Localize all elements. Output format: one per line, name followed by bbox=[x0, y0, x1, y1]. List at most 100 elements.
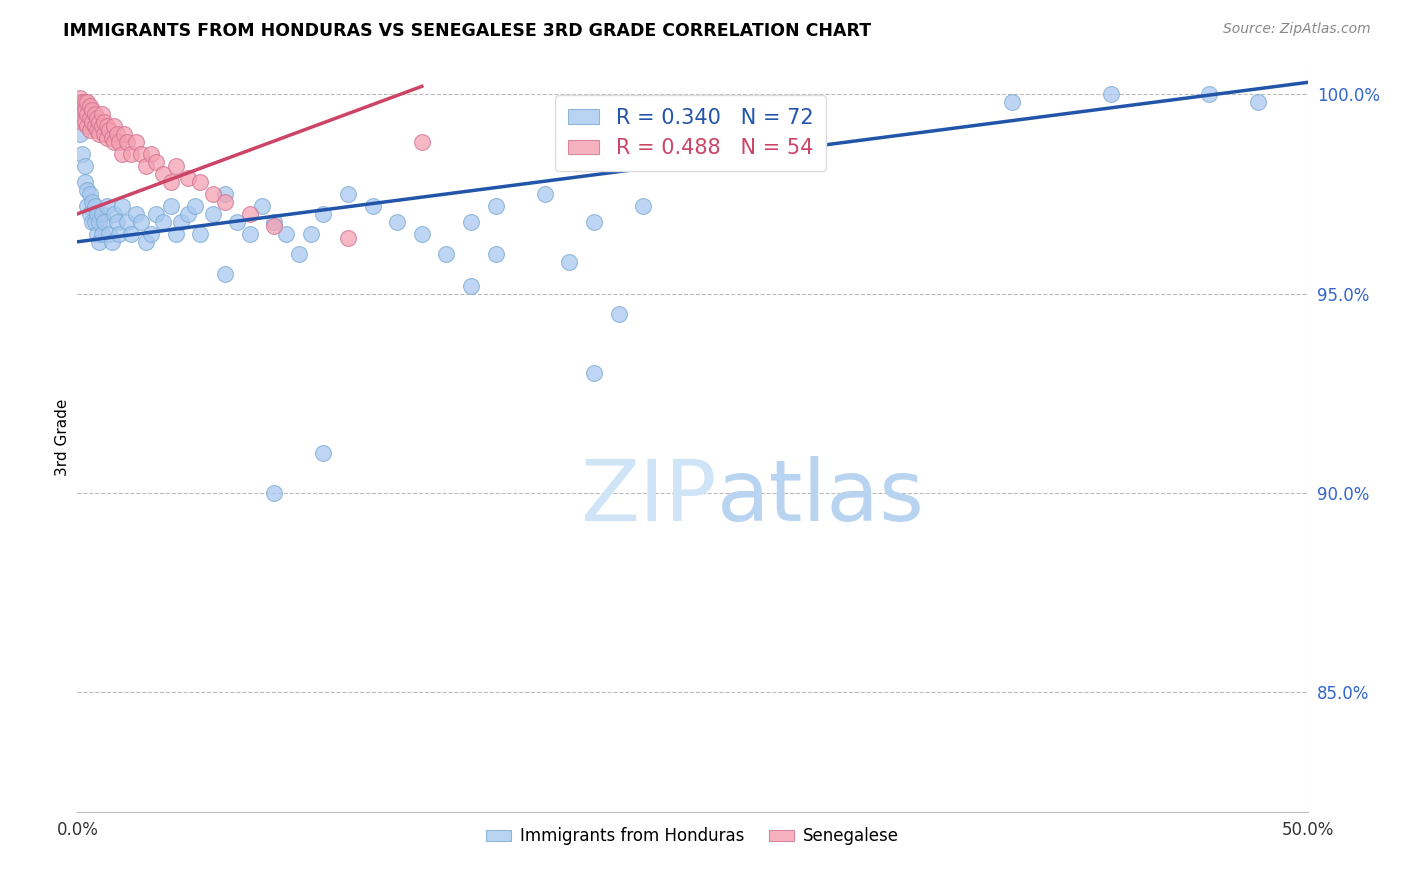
Point bbox=[239, 227, 262, 241]
Point bbox=[184, 199, 207, 213]
Point bbox=[121, 147, 143, 161]
Point bbox=[101, 235, 124, 249]
Point bbox=[214, 194, 236, 209]
Point bbox=[201, 207, 224, 221]
Point bbox=[112, 127, 135, 141]
Point bbox=[177, 207, 200, 221]
Point bbox=[86, 207, 108, 221]
Point bbox=[115, 135, 138, 149]
Point bbox=[121, 227, 143, 241]
Point bbox=[76, 95, 98, 110]
Point bbox=[214, 267, 236, 281]
Point bbox=[485, 199, 508, 213]
Point bbox=[460, 215, 482, 229]
Point bbox=[86, 123, 108, 137]
Point bbox=[111, 199, 132, 213]
Point bbox=[101, 131, 124, 145]
Point bbox=[607, 306, 630, 320]
Point bbox=[76, 107, 98, 121]
Legend: Immigrants from Honduras, Senegalese: Immigrants from Honduras, Senegalese bbox=[479, 821, 905, 852]
Point bbox=[89, 235, 111, 249]
Point bbox=[1001, 95, 1024, 110]
Point bbox=[105, 215, 128, 229]
Point bbox=[79, 112, 101, 126]
Point bbox=[152, 215, 174, 229]
Point bbox=[82, 215, 104, 229]
Point bbox=[125, 135, 148, 149]
Point bbox=[141, 227, 163, 241]
Point bbox=[90, 119, 114, 133]
Point bbox=[385, 215, 409, 229]
Text: atlas: atlas bbox=[717, 456, 925, 539]
Point bbox=[135, 159, 157, 173]
Point bbox=[299, 227, 322, 241]
Point bbox=[337, 231, 360, 245]
Point bbox=[108, 135, 131, 149]
Point bbox=[98, 227, 121, 241]
Point bbox=[90, 227, 114, 241]
Point bbox=[69, 127, 91, 141]
Point bbox=[263, 219, 285, 233]
Point bbox=[201, 186, 224, 201]
Point bbox=[250, 199, 273, 213]
Point bbox=[263, 486, 285, 500]
Point bbox=[129, 215, 153, 229]
Point bbox=[90, 107, 114, 121]
Y-axis label: 3rd Grade: 3rd Grade bbox=[55, 399, 70, 475]
Point bbox=[145, 155, 167, 169]
Point bbox=[108, 227, 131, 241]
Point bbox=[129, 147, 153, 161]
Point bbox=[411, 135, 433, 149]
Point bbox=[177, 171, 200, 186]
Point bbox=[534, 186, 557, 201]
Point bbox=[82, 194, 104, 209]
Point bbox=[79, 186, 101, 201]
Point bbox=[152, 167, 174, 181]
Point bbox=[69, 91, 91, 105]
Text: Source: ZipAtlas.com: Source: ZipAtlas.com bbox=[1223, 22, 1371, 37]
Point bbox=[1198, 87, 1220, 102]
Point bbox=[79, 123, 101, 137]
Point bbox=[583, 367, 606, 381]
Point bbox=[165, 159, 187, 173]
Point bbox=[583, 215, 606, 229]
Point bbox=[436, 246, 458, 260]
Point bbox=[115, 215, 138, 229]
Point bbox=[558, 254, 581, 268]
Point bbox=[73, 103, 96, 118]
Text: ZIP: ZIP bbox=[581, 456, 717, 539]
Point bbox=[93, 127, 115, 141]
Point bbox=[361, 199, 384, 213]
Point bbox=[98, 123, 121, 137]
Point bbox=[86, 112, 108, 126]
Point bbox=[73, 159, 96, 173]
Point bbox=[160, 199, 183, 213]
Point bbox=[83, 199, 105, 213]
Point bbox=[337, 186, 360, 201]
Point bbox=[111, 147, 132, 161]
Point bbox=[105, 127, 128, 141]
Point bbox=[276, 227, 298, 241]
Point bbox=[69, 99, 91, 113]
Point bbox=[82, 103, 104, 118]
Point bbox=[83, 119, 105, 133]
Point bbox=[70, 147, 93, 161]
Point bbox=[86, 227, 108, 241]
Point bbox=[226, 215, 249, 229]
Point bbox=[83, 107, 105, 121]
Point bbox=[89, 215, 111, 229]
Point bbox=[411, 227, 433, 241]
Point bbox=[79, 207, 101, 221]
Point bbox=[263, 215, 285, 229]
Point bbox=[460, 278, 482, 293]
Point bbox=[96, 131, 118, 145]
Point bbox=[135, 235, 157, 249]
Point bbox=[188, 227, 212, 241]
Point bbox=[485, 246, 508, 260]
Point bbox=[76, 183, 98, 197]
Point bbox=[73, 95, 96, 110]
Point bbox=[633, 199, 655, 213]
Point bbox=[93, 115, 115, 129]
Point bbox=[96, 119, 118, 133]
Point bbox=[145, 207, 167, 221]
